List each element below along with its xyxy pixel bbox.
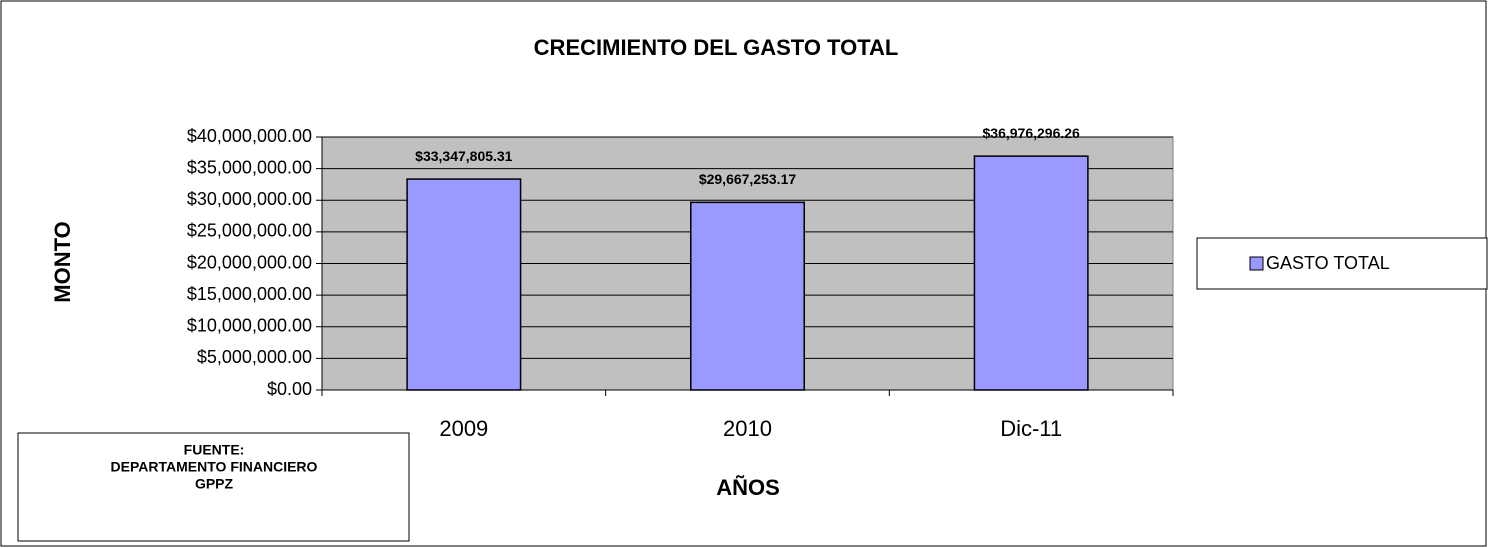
source-line: DEPARTAMENTO FINANCIERO — [111, 459, 318, 475]
data-label: $29,667,253.17 — [699, 171, 797, 187]
data-label: $36,976,296.26 — [983, 125, 1081, 141]
y-tick-label: $5,000,000.00 — [197, 347, 312, 367]
bar — [690, 201, 805, 391]
y-tick-label: $0.00 — [267, 379, 312, 399]
x-tick-label: Dic-11 — [1000, 416, 1062, 441]
legend-label: GASTO TOTAL — [1266, 253, 1390, 273]
x-tick-label: 2010 — [723, 416, 772, 441]
y-axis-label: MONTO — [50, 221, 75, 302]
x-axis-label: AÑOS — [716, 475, 780, 500]
bar — [973, 155, 1089, 391]
y-tick-label: $35,000,000.00 — [187, 157, 312, 177]
source-line: FUENTE: — [184, 442, 245, 458]
source-box — [17, 432, 410, 542]
y-tick-label: $10,000,000.00 — [187, 316, 312, 336]
data-label: $33,347,805.31 — [415, 148, 513, 164]
y-tick-label: $30,000,000.00 — [187, 189, 312, 209]
y-tick-label: $25,000,000.00 — [187, 221, 312, 241]
x-tick-label: 2009 — [439, 416, 488, 441]
y-tick-label: $40,000,000.00 — [187, 126, 312, 146]
source-line: GPPZ — [195, 476, 234, 492]
bar — [406, 178, 522, 391]
y-tick-label: $15,000,000.00 — [187, 284, 312, 304]
chart-title: CRECIMIENTO DEL GASTO TOTAL — [534, 35, 899, 60]
y-tick-label: $20,000,000.00 — [187, 252, 312, 272]
legend-swatch — [1249, 256, 1264, 271]
legend-box — [1196, 237, 1488, 290]
